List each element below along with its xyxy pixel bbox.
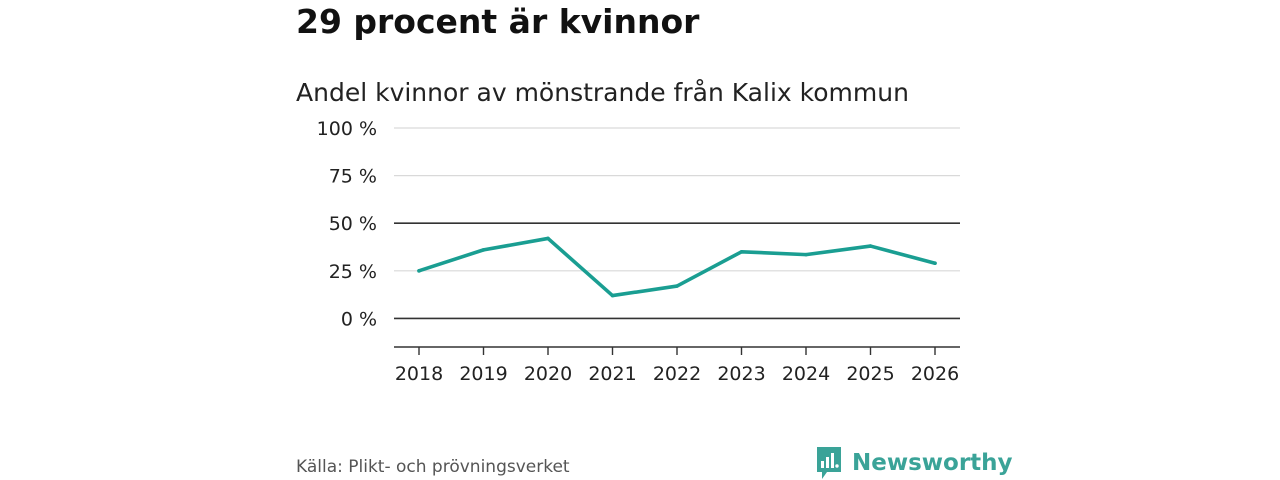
x-tick-label: 2024 bbox=[782, 363, 830, 385]
y-tick-label: 0 % bbox=[341, 308, 377, 330]
y-tick-label: 50 % bbox=[329, 213, 377, 235]
data-point bbox=[933, 261, 937, 266]
x-tick-label: 2019 bbox=[459, 363, 507, 385]
chart-title: Andel kvinnor av mönstrande från Kalix k… bbox=[296, 78, 909, 107]
source-note: Källa: Plikt- och prövningsverket bbox=[296, 457, 570, 477]
x-tick-label: 2022 bbox=[653, 363, 701, 385]
data-point bbox=[804, 252, 808, 257]
data-point bbox=[481, 248, 486, 252]
brand-logo[interactable]: Newsworthy bbox=[815, 446, 1013, 480]
series-layer bbox=[417, 236, 937, 298]
data-point bbox=[739, 249, 744, 254]
data-point bbox=[610, 293, 615, 298]
data-point bbox=[675, 284, 679, 288]
x-axis bbox=[394, 346, 960, 355]
data-point bbox=[868, 244, 873, 248]
x-tick-label: 2025 bbox=[846, 363, 894, 385]
y-tick-label: 75 % bbox=[329, 166, 377, 188]
x-tick-label: 2020 bbox=[524, 363, 572, 385]
page-title: 29 procent är kvinnor bbox=[296, 2, 700, 41]
x-tick-label: 2021 bbox=[588, 363, 636, 385]
y-tick-label: 25 % bbox=[329, 261, 377, 283]
data-point bbox=[417, 269, 421, 273]
y-tick-label: 100 % bbox=[317, 118, 377, 140]
newsworthy-logo-icon bbox=[817, 447, 841, 479]
x-tick-label: 2026 bbox=[911, 363, 959, 385]
brand-name: Newsworthy bbox=[852, 450, 1013, 476]
x-tick-label: 2018 bbox=[395, 363, 443, 385]
data-point bbox=[546, 236, 550, 241]
y-tick-labels: 100 % 75 % 50 % 25 % 0 % bbox=[317, 118, 377, 330]
grid-lines bbox=[394, 127, 960, 320]
x-tick-labels: 2018 2019 2020 2021 2022 2023 2024 2025 2026 bbox=[395, 363, 959, 385]
x-tick-label: 2023 bbox=[717, 363, 765, 385]
